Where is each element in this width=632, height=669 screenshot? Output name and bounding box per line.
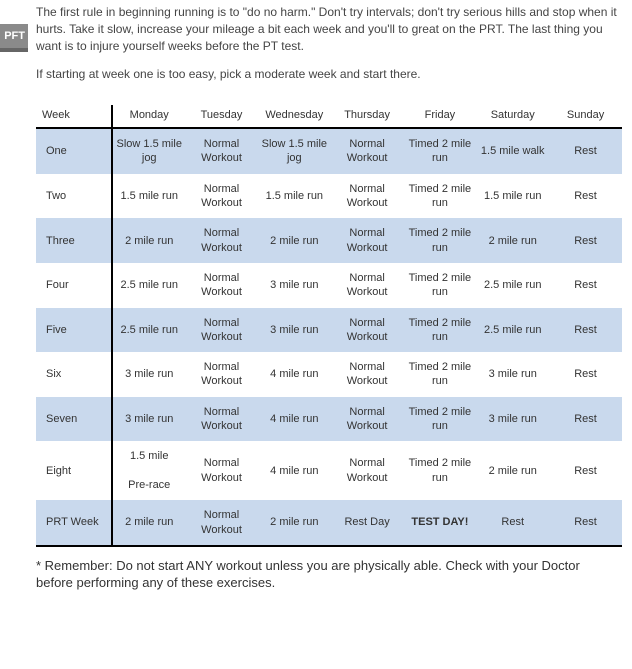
table-row: OneSlow 1.5 mile jogNormal WorkoutSlow 1… [36, 128, 622, 174]
day-cell: Rest [549, 128, 622, 174]
day-cell: Normal Workout [331, 174, 404, 219]
day-cell: Normal Workout [331, 352, 404, 397]
day-cell: 2.5 mile run [112, 308, 185, 353]
header-friday: Friday [404, 105, 477, 128]
intro-paragraph-1: The first rule in beginning running is t… [36, 4, 622, 54]
day-cell: Normal Workout [185, 308, 258, 353]
day-cell: Slow 1.5 mile jog [258, 128, 331, 174]
day-cell: 3 mile run [476, 352, 549, 397]
day-cell: 1.5 mile run [476, 174, 549, 219]
day-cell: 3 mile run [112, 397, 185, 442]
day-cell: Normal Workout [331, 128, 404, 174]
day-cell: Normal Workout [185, 441, 258, 500]
day-cell: 2 mile run [258, 218, 331, 263]
day-cell: 4 mile run [258, 352, 331, 397]
day-cell: 1.5 milePre-race [112, 441, 185, 500]
day-cell: Normal Workout [331, 263, 404, 308]
week-label: PRT Week [36, 500, 112, 546]
day-cell: Rest [549, 263, 622, 308]
table-row: Six3 mile runNormal Workout4 mile runNor… [36, 352, 622, 397]
day-cell: Timed 2 mile run [404, 263, 477, 308]
day-cell: 2.5 mile run [476, 263, 549, 308]
day-cell: 1.5 mile walk [476, 128, 549, 174]
day-cell: 1.5 mile run [258, 174, 331, 219]
day-cell: 2 mile run [476, 218, 549, 263]
week-label: Three [36, 218, 112, 263]
schedule-wrapper: Week Monday Tuesday Wednesday Thursday F… [0, 105, 632, 547]
week-label: Seven [36, 397, 112, 442]
day-cell: Normal Workout [331, 441, 404, 500]
week-label: Six [36, 352, 112, 397]
day-cell: Timed 2 mile run [404, 128, 477, 174]
day-cell: 2 mile run [112, 218, 185, 263]
header-saturday: Saturday [476, 105, 549, 128]
day-cell: Rest [549, 441, 622, 500]
day-cell: 3 mile run [476, 397, 549, 442]
day-cell: Rest [549, 174, 622, 219]
day-cell: TEST DAY! [404, 500, 477, 546]
day-cell: 2 mile run [258, 500, 331, 546]
footnote: * Remember: Do not start ANY workout unl… [0, 547, 632, 602]
day-cell: Normal Workout [185, 397, 258, 442]
day-cell: 4 mile run [258, 441, 331, 500]
header-tuesday: Tuesday [185, 105, 258, 128]
week-label: Four [36, 263, 112, 308]
table-row: Three2 mile runNormal Workout2 mile runN… [36, 218, 622, 263]
header-wednesday: Wednesday [258, 105, 331, 128]
day-cell: 2.5 mile run [476, 308, 549, 353]
day-cell: Rest [549, 352, 622, 397]
day-cell: Rest [476, 500, 549, 546]
day-cell: 3 mile run [112, 352, 185, 397]
day-cell: 1.5 mile run [112, 174, 185, 219]
day-cell: Slow 1.5 mile jog [112, 128, 185, 174]
day-cell: Timed 2 mile run [404, 174, 477, 219]
day-cell: 3 mile run [258, 308, 331, 353]
day-cell: Normal Workout [185, 174, 258, 219]
day-cell: Rest Day [331, 500, 404, 546]
header-sunday: Sunday [549, 105, 622, 128]
day-cell: Timed 2 mile run [404, 218, 477, 263]
day-cell: Timed 2 mile run [404, 308, 477, 353]
day-cell: 2 mile run [112, 500, 185, 546]
day-cell: Normal Workout [185, 500, 258, 546]
week-label: Eight [36, 441, 112, 500]
week-label: One [36, 128, 112, 174]
day-cell: Normal Workout [185, 218, 258, 263]
day-cell: Normal Workout [331, 397, 404, 442]
table-row: Eight1.5 milePre-raceNormal Workout4 mil… [36, 441, 622, 500]
day-cell: Rest [549, 500, 622, 546]
week-label: Two [36, 174, 112, 219]
day-cell: Timed 2 mile run [404, 352, 477, 397]
day-cell: 3 mile run [258, 263, 331, 308]
pft-tab: PFT [0, 24, 28, 52]
day-cell: 2 mile run [476, 441, 549, 500]
day-cell: Rest [549, 218, 622, 263]
header-monday: Monday [112, 105, 185, 128]
day-cell: Normal Workout [185, 263, 258, 308]
training-schedule-table: Week Monday Tuesday Wednesday Thursday F… [36, 105, 622, 547]
header-week: Week [36, 105, 112, 128]
table-row: Four2.5 mile runNormal Workout3 mile run… [36, 263, 622, 308]
day-cell: 2.5 mile run [112, 263, 185, 308]
table-row: Five2.5 mile runNormal Workout3 mile run… [36, 308, 622, 353]
day-cell: Normal Workout [331, 308, 404, 353]
table-row: Seven3 mile runNormal Workout4 mile runN… [36, 397, 622, 442]
day-cell: Rest [549, 308, 622, 353]
table-row: PRT Week2 mile runNormal Workout2 mile r… [36, 500, 622, 546]
day-cell: Normal Workout [185, 352, 258, 397]
week-label: Five [36, 308, 112, 353]
day-cell: 4 mile run [258, 397, 331, 442]
table-row: Two1.5 mile runNormal Workout1.5 mile ru… [36, 174, 622, 219]
day-cell: Timed 2 mile run [404, 441, 477, 500]
day-cell: Rest [549, 397, 622, 442]
intro-block: The first rule in beginning running is t… [0, 0, 632, 105]
day-cell: Normal Workout [331, 218, 404, 263]
table-header-row: Week Monday Tuesday Wednesday Thursday F… [36, 105, 622, 128]
header-thursday: Thursday [331, 105, 404, 128]
day-cell: Normal Workout [185, 128, 258, 174]
day-cell: Timed 2 mile run [404, 397, 477, 442]
intro-paragraph-2: If starting at week one is too easy, pic… [36, 66, 622, 83]
